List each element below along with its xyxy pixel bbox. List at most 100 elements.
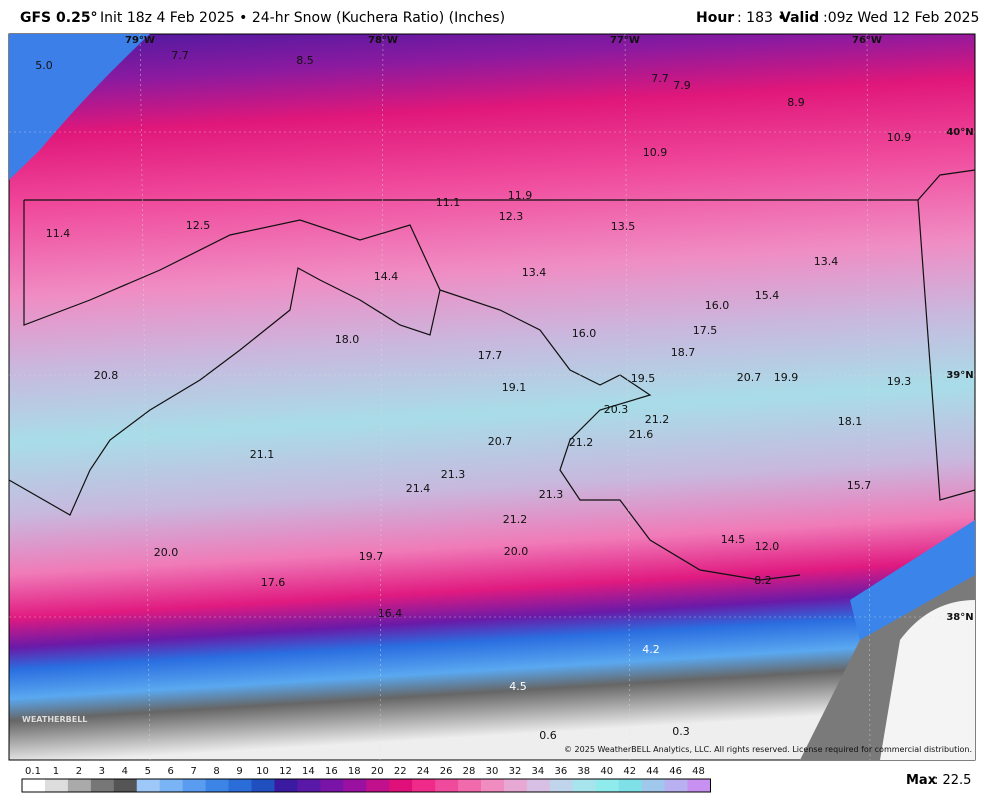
point-value: 21.3 xyxy=(539,488,564,501)
point-value: 10.9 xyxy=(643,146,668,159)
point-value: 21.2 xyxy=(569,436,594,449)
state-borders xyxy=(8,169,976,581)
point-value: 21.2 xyxy=(503,513,528,526)
colorbar-swatch xyxy=(44,779,69,792)
point-value: 19.1 xyxy=(502,381,527,394)
point-value: 11.1 xyxy=(436,196,461,209)
colorbar-label: 12 xyxy=(279,766,292,777)
colorbar-swatch xyxy=(641,779,666,792)
colorbar-swatch xyxy=(481,779,505,792)
colorbar-swatch xyxy=(618,779,643,792)
hour-label: Hour xyxy=(696,10,734,26)
point-value: 13.4 xyxy=(814,255,839,268)
colorbar-swatch xyxy=(67,779,92,792)
point-value: 15.7 xyxy=(847,479,872,492)
snow-field xyxy=(8,33,976,761)
colorbar-label: 10 xyxy=(256,766,269,777)
lat-label: 40°N xyxy=(946,127,973,138)
point-value: 20.0 xyxy=(504,545,529,558)
colorbar-swatch xyxy=(343,779,367,792)
max-value: : 22.5 xyxy=(934,773,971,788)
lon-label: 76°W xyxy=(852,35,882,46)
point-value: 20.7 xyxy=(488,435,513,448)
lon-label: 77°W xyxy=(610,35,640,46)
point-value: 8.2 xyxy=(754,574,772,587)
point-value: 19.3 xyxy=(887,375,912,388)
point-value: 0.3 xyxy=(672,725,690,738)
point-value: 21.4 xyxy=(406,482,431,495)
point-value: 19.7 xyxy=(359,550,384,563)
colorbar-label: 46 xyxy=(669,766,682,777)
point-value: 14.5 xyxy=(721,533,746,546)
colorbar-swatch xyxy=(664,779,689,792)
colorbar-swatch xyxy=(113,779,138,792)
colorbar-swatch xyxy=(595,779,620,792)
colorbar-label: 22 xyxy=(394,766,407,777)
colorbar-label: 34 xyxy=(532,766,545,777)
point-value: 17.5 xyxy=(693,324,718,337)
colorbar-label: 5 xyxy=(145,766,151,777)
colorbar-label: 4 xyxy=(122,766,128,777)
colorbar-swatch xyxy=(503,779,528,792)
colorbar-swatch xyxy=(251,779,275,792)
point-value: 20.3 xyxy=(604,403,629,416)
point-value: 16.0 xyxy=(705,299,730,312)
colorbar-swatch xyxy=(412,779,436,792)
point-value: 20.7 xyxy=(737,371,762,384)
colorbar-label: 7 xyxy=(190,766,196,777)
colorbar-label: 26 xyxy=(440,766,453,777)
colorbar-swatch xyxy=(228,779,252,792)
colorbar-label: 30 xyxy=(486,766,499,777)
colorbar-swatch xyxy=(366,779,390,792)
point-value: 19.5 xyxy=(631,372,656,385)
point-value: 7.7 xyxy=(171,49,189,62)
low-snow-area xyxy=(850,520,975,640)
colorbar-swatch xyxy=(90,779,115,792)
colorbar-swatch xyxy=(389,779,413,792)
colorbar-label: 38 xyxy=(577,766,590,777)
valid-label: Valid xyxy=(780,10,819,26)
point-value: 5.0 xyxy=(35,59,53,72)
colorbar-swatch xyxy=(297,779,321,792)
colorbar-label: 28 xyxy=(463,766,476,777)
colorbar-swatch xyxy=(435,779,459,792)
colorbar-swatch xyxy=(159,779,184,792)
point-value: 4.2 xyxy=(642,643,660,656)
point-value: 18.1 xyxy=(838,415,863,428)
copyright: © 2025 WeatherBELL Analytics, LLC. All r… xyxy=(564,745,972,754)
point-value: 19.9 xyxy=(774,371,799,384)
colorbar-swatch xyxy=(572,779,597,792)
county-lines xyxy=(9,33,975,761)
colorbar-label: 0.1 xyxy=(25,766,41,777)
point-value: 12.3 xyxy=(499,210,524,223)
point-value: 21.2 xyxy=(645,413,670,426)
colorbar-label: 44 xyxy=(646,766,659,777)
colorbar-swatch xyxy=(458,779,482,792)
logo: WEATHERBELL xyxy=(22,715,87,724)
point-value: 0.6 xyxy=(539,729,557,742)
no-snow-area xyxy=(880,600,975,760)
point-value: 7.9 xyxy=(673,79,691,92)
colorbar-swatch xyxy=(22,779,46,792)
colorbar-label: 40 xyxy=(600,766,613,777)
colorbar-label: 36 xyxy=(554,766,567,777)
low-snow-area xyxy=(9,34,150,180)
lat-label: 39°N xyxy=(946,370,973,381)
point-value: 10.9 xyxy=(887,131,912,144)
lat-label: 38°N xyxy=(946,612,973,623)
colorbar-swatch xyxy=(274,779,298,792)
colorbar-label: 9 xyxy=(236,766,242,777)
point-value: 15.4 xyxy=(755,289,780,302)
point-value: 12.0 xyxy=(755,540,780,553)
colorbar-label: 1 xyxy=(53,766,59,777)
point-value: 11.4 xyxy=(46,227,71,240)
colorbar-swatch xyxy=(687,779,711,792)
point-value: 12.5 xyxy=(186,219,211,232)
point-value: 21.3 xyxy=(441,468,466,481)
point-value: 13.4 xyxy=(522,266,547,279)
colorbar-frame xyxy=(21,778,711,793)
colorbar-swatch xyxy=(320,779,344,792)
max-label: Max xyxy=(906,773,937,788)
colorbar-label: 14 xyxy=(302,766,315,777)
